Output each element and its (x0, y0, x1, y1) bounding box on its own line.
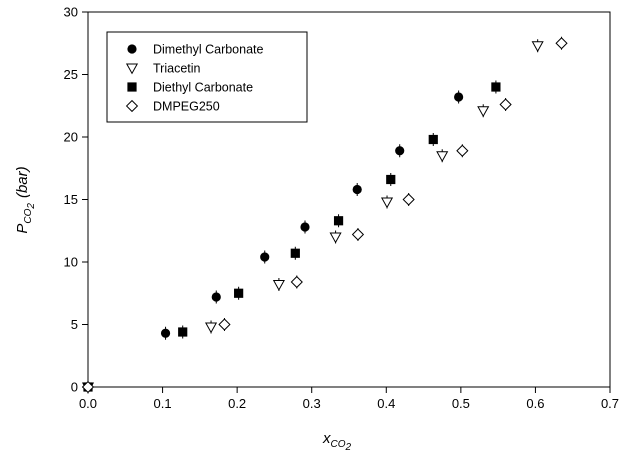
data-point (351, 228, 365, 241)
data-point (290, 248, 300, 258)
data-point (380, 197, 394, 209)
data-point (499, 98, 512, 111)
x-tick-label: 0.6 (526, 396, 544, 411)
data-points (81, 36, 568, 394)
y-tick-label: 25 (64, 67, 78, 82)
x-tick-label: 0.1 (154, 396, 172, 411)
data-point (402, 193, 415, 206)
legend-marker (127, 44, 137, 54)
data-point (352, 184, 362, 195)
data-point (333, 216, 344, 226)
legend-label: Dimethyl Carbonate (153, 43, 264, 57)
x-tick-label: 0.5 (452, 396, 470, 411)
x-tick-label: 0.2 (228, 396, 246, 411)
data-point (555, 37, 568, 50)
x-tick-label: 0.0 (79, 396, 97, 411)
data-point (81, 380, 95, 394)
series-diethyl-carbonate (83, 80, 501, 394)
data-point (531, 41, 544, 53)
legend: Dimethyl Carbonate Triacetin Diethyl Carbo… (106, 31, 308, 123)
x-tick-label: 0.4 (377, 396, 395, 411)
data-point (160, 328, 171, 338)
legend-marker (125, 99, 139, 113)
y-axis-label: PCO2(bar) (14, 166, 37, 233)
data-point (491, 82, 501, 92)
y-tick-label: 15 (64, 192, 78, 207)
data-point (272, 280, 285, 291)
data-point (300, 222, 310, 232)
data-point (290, 275, 303, 289)
legend-marker (127, 82, 137, 92)
y-tick-label: 0 (71, 380, 78, 395)
data-point (456, 144, 469, 157)
data-point (428, 134, 438, 145)
x-tick-label: 0.7 (601, 396, 619, 411)
x-axis: 0.0 0.1 0.2 0.3 0.4 0.5 0.6 0.7 (79, 387, 619, 411)
series-dimethyl-carbonate (83, 90, 464, 394)
data-point (329, 232, 342, 244)
y-tick-label: 20 (64, 130, 78, 145)
data-point (234, 288, 244, 298)
legend-label: DMPEG250 (153, 100, 220, 114)
y-tick-label: 30 (64, 5, 78, 20)
data-point (386, 174, 396, 185)
legend-label: Diethyl Carbonate (153, 81, 253, 95)
data-point (218, 318, 231, 331)
data-point (178, 327, 188, 337)
legend-marker (125, 63, 139, 75)
legend-label: Triacetin (153, 62, 201, 76)
data-point (204, 322, 218, 334)
y-axis: 0 5 10 15 20 25 30 (64, 5, 88, 395)
data-point (454, 92, 464, 102)
x-tick-label: 0.3 (303, 396, 321, 411)
y-tick-label: 10 (64, 255, 78, 270)
data-point (395, 146, 405, 156)
series-dmpeg250 (81, 36, 568, 394)
data-point (211, 292, 221, 302)
legend-box (106, 31, 308, 123)
data-point (436, 151, 449, 163)
data-point (477, 106, 490, 118)
y-tick-label: 5 (71, 317, 78, 332)
x-axis-label: xCO2 (322, 430, 352, 453)
data-point (260, 252, 270, 262)
